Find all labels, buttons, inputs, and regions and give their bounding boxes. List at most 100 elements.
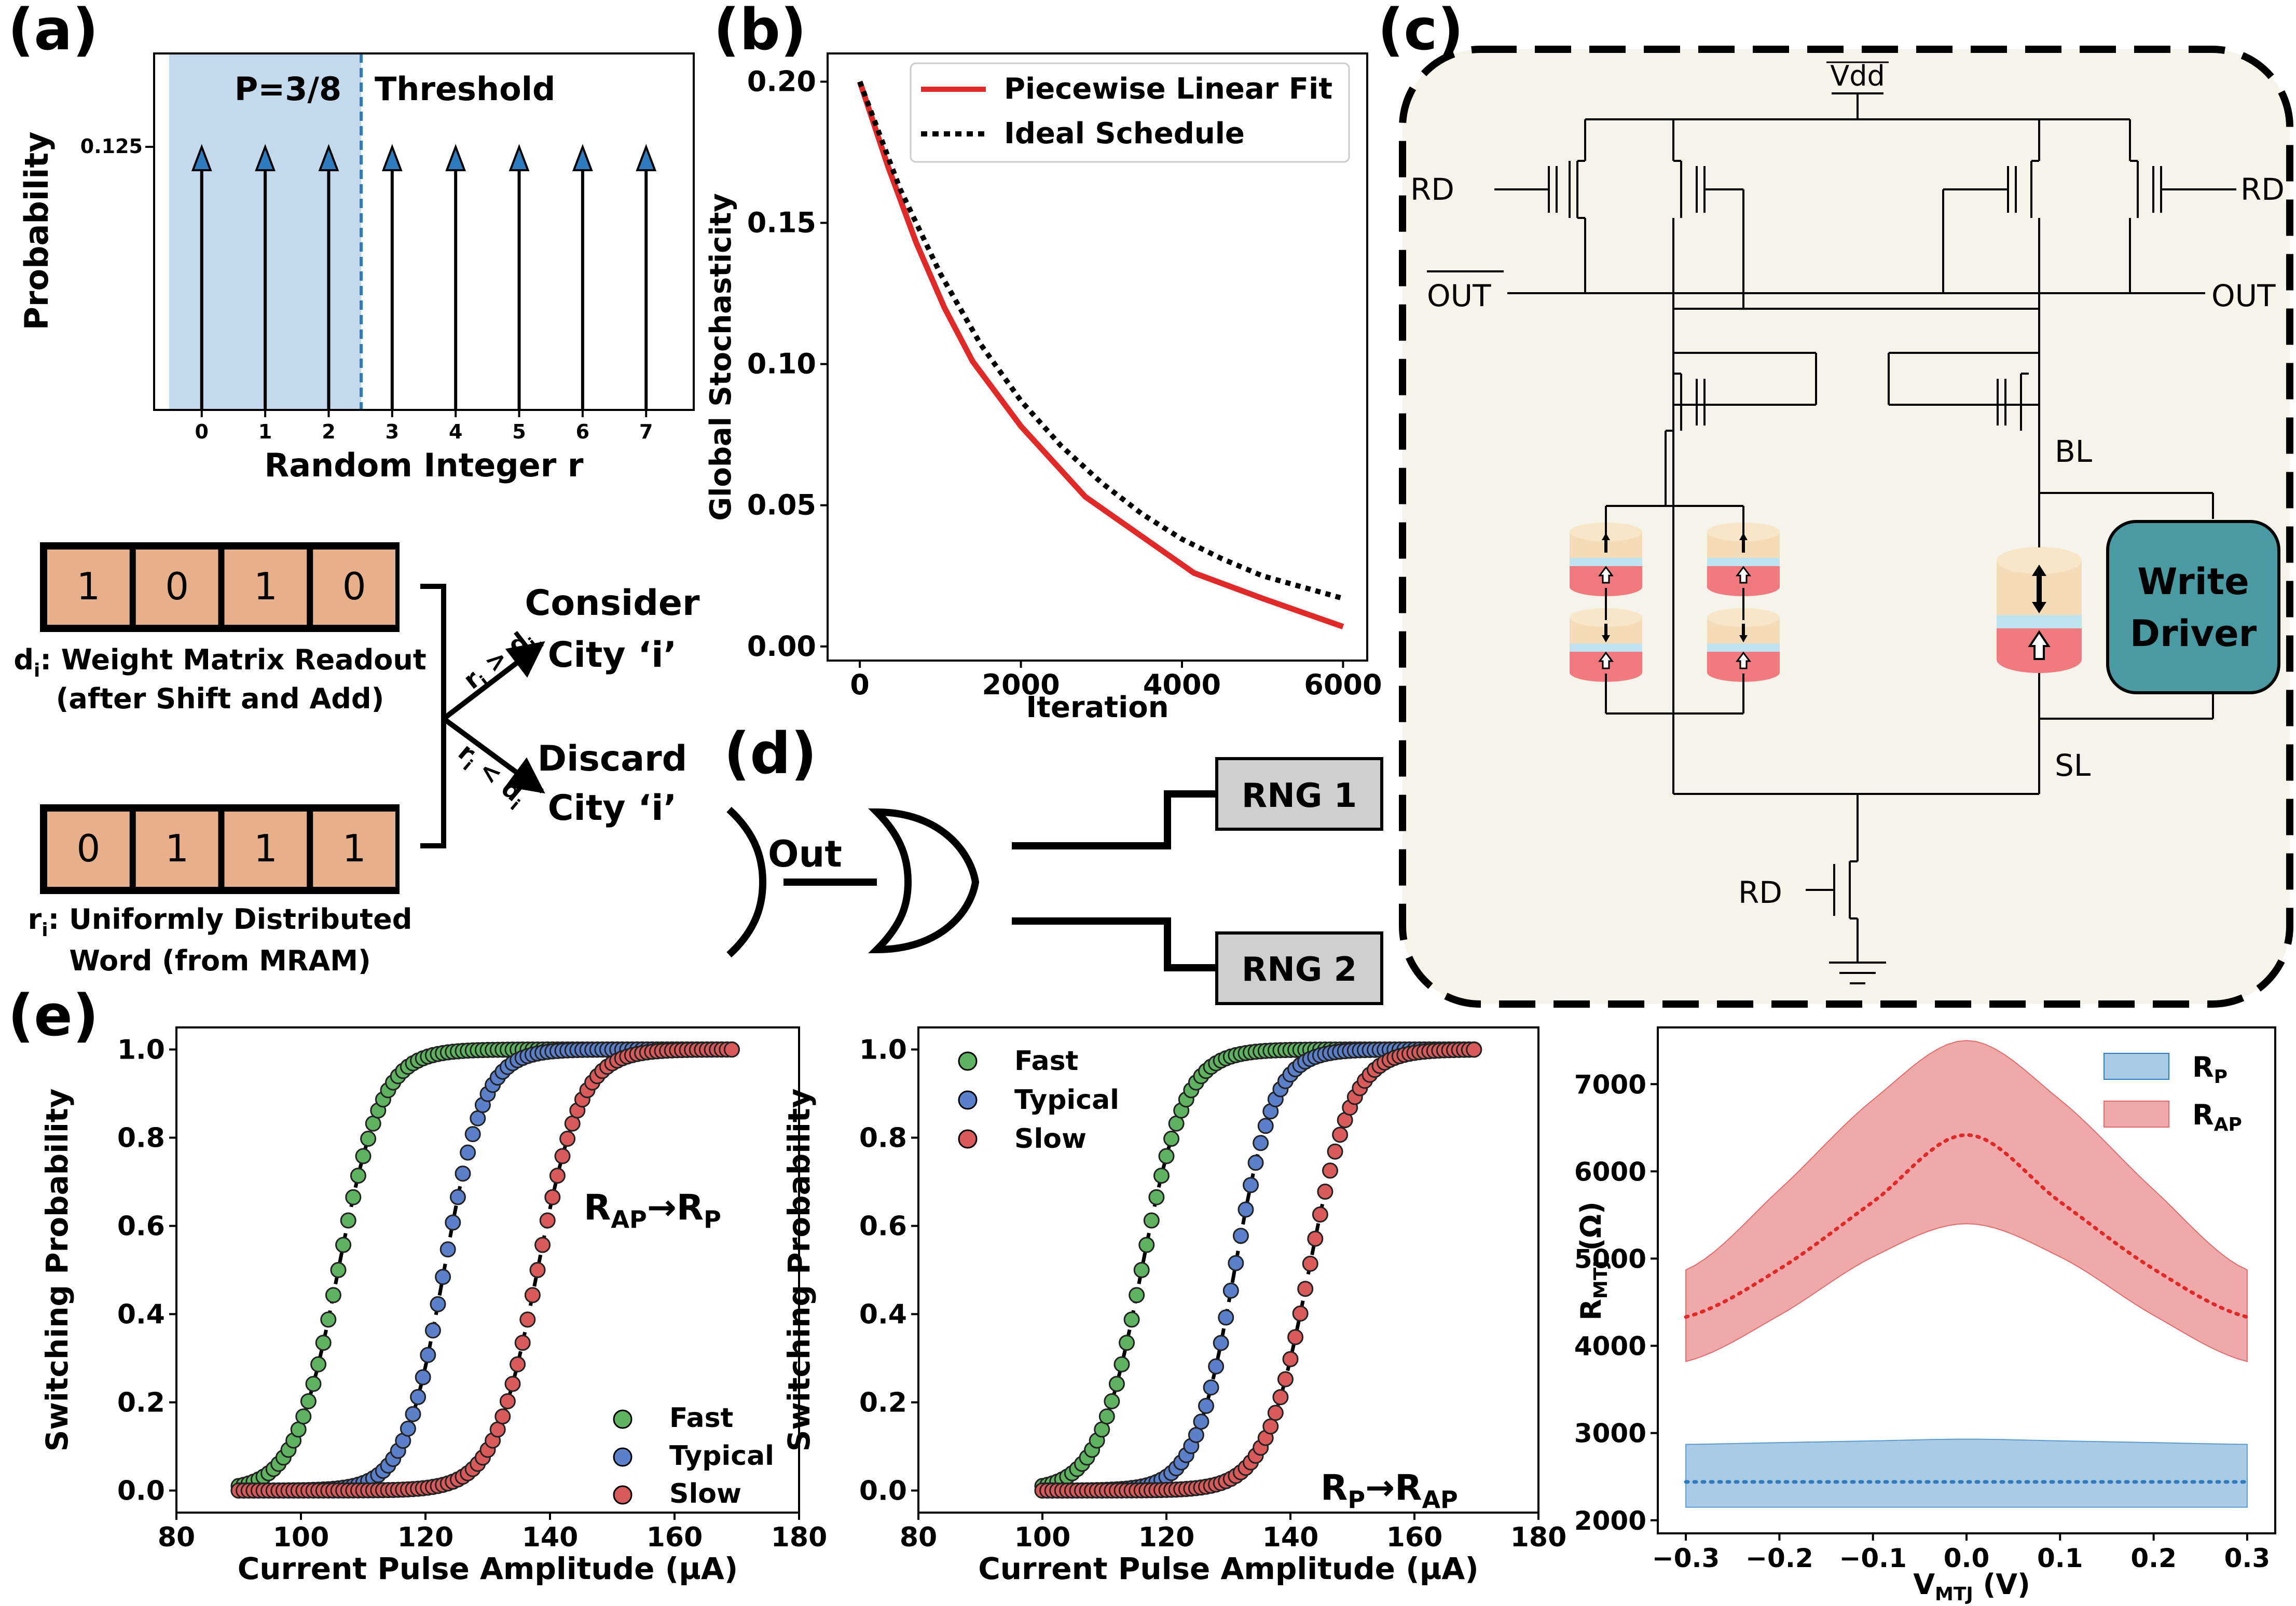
- data-point: [1222, 1282, 1239, 1299]
- a-plot-frame: [153, 52, 695, 411]
- data-point: [539, 1212, 556, 1229]
- e3-legend-rap-swatch: [2103, 1101, 2169, 1128]
- data-point: [1104, 1393, 1120, 1409]
- r-word-caption: ri: Uniformly Distributed: [28, 903, 413, 941]
- sl-label: SL: [2055, 748, 2091, 783]
- ylabel: Switching Probability: [781, 1089, 817, 1452]
- a-stem-head: [508, 144, 530, 171]
- band-R_AP: [1685, 1040, 2248, 1363]
- discard-label: Discard: [538, 738, 688, 779]
- vdd-label: Vdd: [1830, 60, 1885, 92]
- data-point: [1158, 1148, 1175, 1164]
- ytick-label: 7000: [1574, 1069, 1646, 1100]
- rng1-label: RNG 1: [1242, 777, 1357, 815]
- ytick-label: 0.2: [859, 1388, 907, 1419]
- data-point: [534, 1237, 551, 1253]
- data-point: [1153, 1168, 1170, 1184]
- bit-cell: [43, 807, 134, 891]
- data-point: [1282, 1351, 1299, 1367]
- ytick-label: 3000: [1574, 1419, 1646, 1449]
- xtick-label: 120: [1138, 1522, 1195, 1553]
- data-point: [1297, 1281, 1314, 1297]
- data-point: [554, 1148, 571, 1164]
- data-point: [1193, 1413, 1209, 1430]
- xtick-label: 80: [158, 1522, 195, 1553]
- data-point: [435, 1269, 451, 1285]
- bit-value: 1: [254, 827, 278, 870]
- a-xtick-label: 7: [639, 420, 653, 443]
- ytick-label: 1.0: [859, 1035, 907, 1066]
- data-point: [559, 1131, 576, 1147]
- xtick-label: 100: [1014, 1522, 1071, 1553]
- data-point: [455, 1165, 471, 1182]
- discard-city-label: City ‘i’: [548, 788, 677, 829]
- panel-d-xor: Out RNG 1 RNG 2: [726, 757, 1383, 1005]
- data-point: [524, 1287, 541, 1303]
- b-xtick-label: 0: [850, 668, 870, 701]
- data-point: [519, 1311, 536, 1328]
- consider-city-label: City ‘i’: [548, 635, 677, 676]
- e1-legend-typical: Typical: [669, 1440, 774, 1472]
- xtick-label: 120: [397, 1522, 454, 1553]
- panel-label-b: (b): [713, 0, 806, 63]
- bit-cell: [131, 807, 223, 891]
- fit-curve: [238, 1048, 737, 1488]
- data-point: [1188, 1426, 1204, 1443]
- b-ytick-label: 0.20: [747, 65, 816, 98]
- data-point: [1312, 1206, 1328, 1223]
- panel-c-circuit: Vdd RD RD OUT OUT BL SL RD Write Driver: [1399, 46, 2293, 1008]
- data-point: [325, 1287, 341, 1303]
- data-point: [1327, 1143, 1343, 1160]
- xlabel: Current Pulse Amplitude (µA): [238, 1551, 738, 1586]
- ytick-label: 2000: [1574, 1506, 1646, 1536]
- e3-xlabel: VMTJ (V): [1913, 1568, 2030, 1605]
- e2-legend-marker-fast: [958, 1051, 978, 1071]
- a-threshold-label: Threshold: [375, 70, 555, 108]
- data-point: [1098, 1408, 1115, 1425]
- data-point: [295, 1408, 312, 1425]
- xlabel: Current Pulse Amplitude (µA): [978, 1551, 1479, 1586]
- a-xtick-label: 6: [576, 420, 589, 443]
- data-point: [340, 1212, 356, 1229]
- xor-input2-wire: [1012, 917, 1219, 971]
- a-stem-head: [191, 144, 212, 171]
- e2-annotation: RP→RAP: [1321, 1467, 1458, 1514]
- panel-e3-chart: −0.3 −0.2 −0.1 0.0 0.1 0.2 0.3 2000 3000 4000 5000…: [1574, 1026, 2276, 1573]
- circuit-frame: [1399, 46, 2293, 1008]
- a-stem-head: [381, 144, 403, 171]
- data-point: [439, 1241, 456, 1258]
- plot-frame: [917, 1026, 1539, 1514]
- data-point: [415, 1369, 431, 1385]
- xor-out-label: Out: [768, 833, 842, 875]
- data-point: [514, 1335, 531, 1351]
- data-point: [1198, 1397, 1214, 1414]
- xor-gate-body: [868, 808, 980, 954]
- data-point: [1238, 1201, 1254, 1218]
- e1-legend-marker-fast: [613, 1409, 633, 1429]
- data-point: [1138, 1237, 1155, 1253]
- ytick-label: 1.0: [117, 1035, 165, 1066]
- bl-label: BL: [2055, 434, 2092, 469]
- a-shaded-label: P=3/8: [235, 70, 341, 108]
- data-point: [1123, 1311, 1140, 1328]
- xtick-label: 180: [1510, 1522, 1567, 1553]
- consider-label: Consider: [525, 583, 700, 624]
- data-point: [355, 1148, 372, 1164]
- xtick-label: 160: [1386, 1522, 1443, 1553]
- b-xlabel: Iteration: [1026, 691, 1168, 724]
- ytick-label: 0.0: [859, 1476, 907, 1507]
- e2-legend-slow: Slow: [1014, 1123, 1087, 1155]
- e3-legend-rap: RAP: [2192, 1099, 2242, 1135]
- data-point: [1267, 1405, 1284, 1421]
- fit-curve: [239, 1048, 737, 1492]
- data-point: [449, 1189, 466, 1205]
- data-point: [1287, 1329, 1304, 1346]
- data-point: [1232, 1228, 1249, 1244]
- bit-value: 0: [165, 565, 189, 608]
- ytick-label: 6000: [1574, 1157, 1646, 1187]
- data-point: [300, 1393, 317, 1409]
- e3-legend-rp-swatch: [2103, 1053, 2169, 1080]
- xtick-label: −0.1: [1839, 1543, 1906, 1573]
- data-point: [1247, 1155, 1264, 1171]
